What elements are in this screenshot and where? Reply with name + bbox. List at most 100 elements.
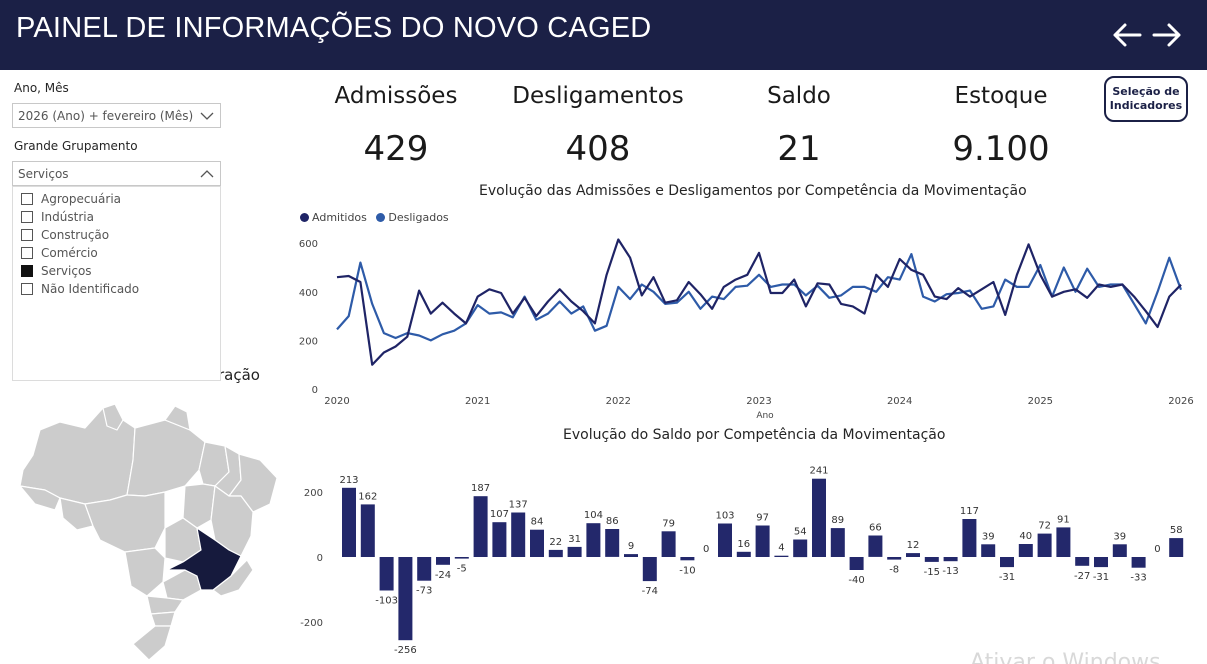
- bar-data-label: -10: [679, 565, 695, 576]
- map-state-ap: [164, 405, 191, 431]
- bar-data-label: 137: [509, 500, 528, 511]
- checkbox[interactable]: [21, 229, 33, 241]
- kpi-estoque-title: Estoque: [954, 83, 1048, 109]
- saldo-bar: [962, 519, 977, 557]
- forward-arrow-icon[interactable]: [1150, 18, 1184, 52]
- grupamento-label: Grande Grupamento: [14, 139, 138, 153]
- map-state-ac: [19, 485, 61, 511]
- option-label: Indústria: [41, 210, 94, 224]
- x-tick-label: 2026: [1168, 396, 1193, 407]
- bar-data-label: 66: [869, 523, 882, 534]
- bar-data-label: 54: [794, 527, 807, 538]
- legend-dot-icon: [300, 213, 309, 222]
- saldo-bar: [342, 487, 356, 557]
- saldo-bar: [1112, 544, 1127, 557]
- bar-data-label: -73: [416, 586, 432, 597]
- bar-data-label: 22: [549, 537, 562, 548]
- saldo-bar: [924, 557, 939, 562]
- selecao-indicadores-button[interactable]: Seleção de Indicadores: [1104, 76, 1188, 122]
- x-axis-title: Ano: [756, 411, 774, 421]
- saldo-bar: [1056, 527, 1071, 557]
- saldo-bar: [849, 557, 864, 570]
- grupamento-value: Serviços: [18, 167, 69, 181]
- x-tick-label: 2023: [746, 396, 771, 407]
- saldo-bar: [906, 553, 920, 557]
- saldo-bar: [1075, 557, 1090, 566]
- bar-data-label: 0: [1154, 544, 1160, 555]
- checkbox[interactable]: [21, 283, 33, 295]
- saldo-bar: [511, 512, 526, 557]
- saldo-bar: [605, 529, 620, 557]
- series-line-desligados: [336, 253, 1183, 342]
- y-tick-label: 400: [299, 288, 318, 299]
- bar-data-label: 9: [628, 541, 634, 552]
- saldo-bar: [774, 555, 789, 557]
- bar-data-label: -5: [457, 564, 467, 575]
- saldo-bar: [830, 528, 845, 557]
- saldo-bar: [887, 557, 902, 560]
- x-tick-label: 2022: [606, 396, 631, 407]
- back-arrow-icon[interactable]: [1110, 18, 1144, 52]
- bar-chart-title: Evolução do Saldo por Competência da Mov…: [563, 427, 946, 443]
- saldo-bar: [1000, 557, 1014, 568]
- bar-data-label: -40: [848, 575, 864, 586]
- saldo-bar: [548, 549, 563, 558]
- saldo-bar: [642, 557, 657, 582]
- y-tick-label: 200: [304, 488, 323, 499]
- ano-mes-value: 2026 (Ano) + fevereiro (Mês): [18, 109, 194, 123]
- brazil-map[interactable]: [15, 400, 280, 662]
- bar-data-label: -31: [999, 572, 1015, 583]
- chevron-down-icon: [200, 112, 214, 120]
- saldo-bar: [1169, 538, 1184, 557]
- bar-data-label: 4: [778, 543, 784, 554]
- y-tick-label: -200: [300, 618, 323, 629]
- bar-data-label: 79: [662, 518, 675, 529]
- checkbox[interactable]: [21, 211, 33, 223]
- series-line-admitidos: [336, 238, 1182, 366]
- legend-desligados[interactable]: Desligados: [376, 211, 449, 224]
- kpi-desligamentos-value: 408: [565, 129, 631, 169]
- kpi-saldo-title: Saldo: [767, 83, 831, 109]
- map-state-rs: [132, 625, 172, 661]
- map-state-mg-highlight: [166, 527, 242, 591]
- checkbox[interactable]: [21, 193, 33, 205]
- map-state-pr: [146, 595, 184, 615]
- x-tick-label: 2024: [887, 396, 912, 407]
- header-bar: PAINEL DE INFORMAÇÕES DO NOVO CAGED: [0, 0, 1207, 70]
- kpi-admissoes-value: 429: [363, 129, 429, 169]
- map-state-rr: [102, 403, 124, 431]
- legend-admitidos[interactable]: Admitidos: [300, 211, 367, 224]
- saldo-bar: [736, 551, 751, 557]
- saldo-bar: [661, 531, 676, 557]
- checkbox-checked[interactable]: [21, 265, 33, 277]
- button-line-1: Seleção de: [1112, 85, 1180, 98]
- chevron-up-icon: [200, 170, 214, 178]
- bar-data-label: -31: [1093, 572, 1109, 583]
- bar-data-label: 187: [471, 483, 490, 494]
- bar-data-label: 16: [737, 539, 750, 550]
- saldo-bar: [981, 544, 996, 557]
- grupamento-dropdown[interactable]: Serviços: [12, 161, 221, 186]
- bar-data-label: 40: [1019, 531, 1032, 542]
- bar-data-label: -256: [394, 645, 417, 656]
- option-label: Não Identificado: [41, 282, 140, 296]
- bar-data-label: -13: [942, 566, 958, 577]
- option-label: Serviços: [41, 264, 92, 278]
- checkbox[interactable]: [21, 247, 33, 259]
- saldo-bar: [530, 529, 544, 557]
- button-line-2: Indicadores: [1109, 99, 1183, 112]
- saldo-bar: [492, 522, 507, 557]
- grupamento-options-list: Agropecuária Indústria Construção Comérc…: [12, 186, 221, 381]
- bar-data-label: 0: [703, 544, 709, 555]
- windows-activation-watermark: Ativar o Windows: [970, 650, 1161, 664]
- bar-data-label: 72: [1038, 521, 1051, 532]
- bar-data-label: -15: [924, 567, 940, 578]
- x-tick-label: 2020: [324, 396, 349, 407]
- saldo-bar: [943, 557, 958, 562]
- bar-data-label: 84: [531, 517, 544, 528]
- ano-mes-dropdown[interactable]: 2026 (Ano) + fevereiro (Mês): [12, 103, 221, 128]
- page-title: PAINEL DE INFORMAÇÕES DO NOVO CAGED: [16, 12, 652, 44]
- bar-data-label: -103: [375, 596, 398, 607]
- bar-data-label: 117: [960, 506, 979, 517]
